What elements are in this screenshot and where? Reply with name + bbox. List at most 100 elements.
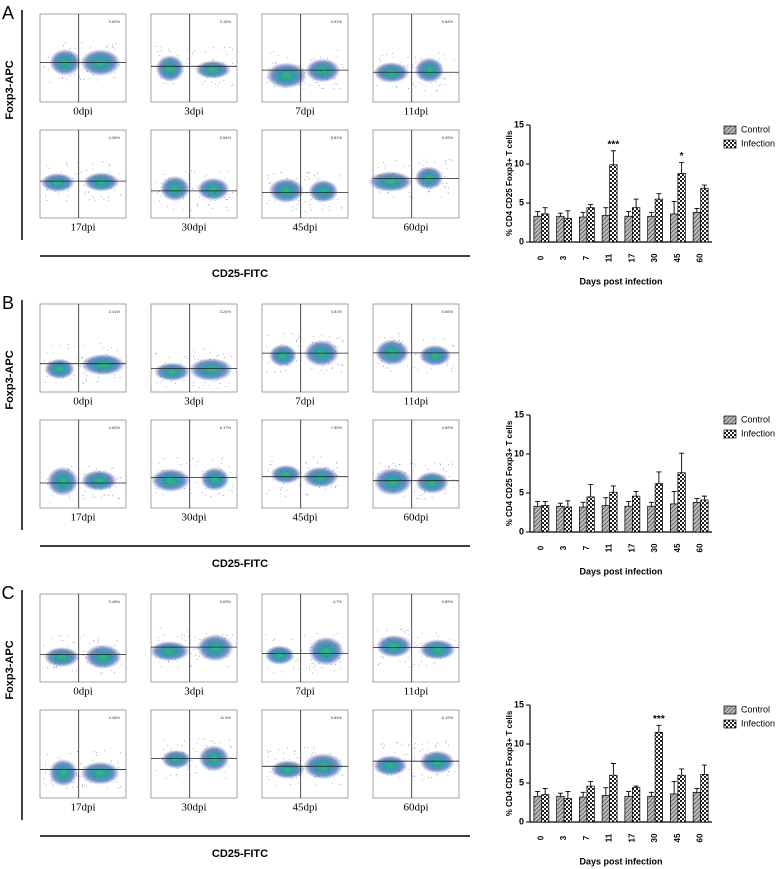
event-dot <box>198 738 200 740</box>
event-dot <box>196 203 198 205</box>
event-dot <box>70 55 72 57</box>
bar <box>533 795 542 823</box>
event-dot <box>69 75 71 77</box>
event-dot <box>278 749 280 751</box>
event-dot <box>55 382 57 384</box>
y-axis-label: % CD4 CD25 Foxp3+ T cells <box>505 130 514 236</box>
event-dot <box>94 750 95 752</box>
event-dot <box>309 649 310 651</box>
bar <box>692 502 701 533</box>
event-dot <box>159 627 161 629</box>
event-dot <box>206 372 208 374</box>
event-dot <box>318 487 320 488</box>
event-dot <box>290 333 292 335</box>
flow-plot: 3.41%0dpi <box>39 303 127 408</box>
event-dot <box>453 486 455 488</box>
event-dot <box>293 667 295 669</box>
event-dot <box>429 476 431 478</box>
event-dot <box>218 493 220 495</box>
event-dot <box>43 360 45 362</box>
event-dot <box>210 359 211 360</box>
event-dot <box>232 62 233 64</box>
event-dot <box>218 82 220 84</box>
event-dot <box>444 493 446 494</box>
flow-plot: 5.66%11dpi <box>372 303 460 408</box>
event-dot <box>83 474 85 475</box>
event-dot <box>331 367 333 369</box>
event-dot <box>221 469 223 470</box>
event-dot <box>314 82 316 84</box>
event-dot <box>64 64 66 66</box>
event-dot <box>61 487 63 489</box>
event-dot <box>452 479 454 481</box>
event-dot <box>46 369 48 371</box>
event-dot <box>201 755 203 757</box>
event-dot <box>85 490 87 492</box>
y-tick-label: 0 <box>519 816 524 826</box>
event-dot <box>218 466 220 468</box>
event-dot <box>268 489 270 491</box>
event-dot <box>120 477 121 479</box>
event-dot <box>224 177 226 179</box>
event-dot <box>83 771 85 772</box>
event-dot <box>166 371 168 373</box>
event-dot <box>89 364 91 366</box>
event-dot <box>217 753 219 755</box>
event-dot <box>325 468 327 469</box>
event-dot <box>74 73 75 75</box>
event-dot <box>87 71 88 72</box>
density-blob <box>308 179 339 203</box>
event-dot <box>416 644 418 646</box>
event-dot <box>266 335 268 337</box>
event-dot <box>70 68 72 70</box>
y-axis-label: % CD4 CD25 Foxp3+ T cells <box>505 710 514 816</box>
event-dot <box>102 646 104 648</box>
event-dot <box>273 173 275 175</box>
event-dot <box>216 379 218 381</box>
event-dot <box>299 65 301 67</box>
event-dot <box>168 356 170 358</box>
event-dot <box>196 751 197 753</box>
event-dot <box>229 46 231 48</box>
event-dot <box>190 653 192 654</box>
event-dot <box>406 65 408 67</box>
plot-label: 7dpi <box>295 396 315 408</box>
bar <box>533 215 542 243</box>
event-dot <box>53 185 54 187</box>
density-blob <box>414 166 444 190</box>
event-dot <box>218 355 219 357</box>
event-dot <box>298 335 300 337</box>
event-dot <box>377 474 379 475</box>
event-dot <box>182 752 184 754</box>
event-dot <box>287 57 289 59</box>
event-dot <box>182 70 183 72</box>
event-dot <box>421 58 422 60</box>
event-dot <box>379 638 381 640</box>
event-dot <box>89 360 90 361</box>
event-dot <box>417 369 419 371</box>
event-dot <box>160 657 162 659</box>
event-dot <box>390 640 392 642</box>
event-dot <box>271 464 273 466</box>
event-dot <box>398 660 400 662</box>
event-dot <box>443 469 444 471</box>
event-dot <box>154 481 156 483</box>
quadrant-percent: 6.17% <box>220 425 232 430</box>
event-dot <box>95 361 97 363</box>
event-dot <box>228 197 230 198</box>
event-dot <box>449 74 451 76</box>
event-dot <box>79 365 81 367</box>
error-bar <box>648 211 654 217</box>
event-dot <box>58 193 59 194</box>
event-dot <box>337 485 338 486</box>
event-dot <box>156 770 157 772</box>
event-dot <box>310 754 312 756</box>
event-dot <box>328 75 329 76</box>
density-blob <box>376 634 412 658</box>
event-dot <box>85 780 87 781</box>
event-dot <box>72 178 74 179</box>
plot-frame <box>261 129 349 219</box>
event-dot <box>453 345 454 347</box>
event-dot <box>194 772 196 774</box>
event-dot <box>399 344 401 346</box>
